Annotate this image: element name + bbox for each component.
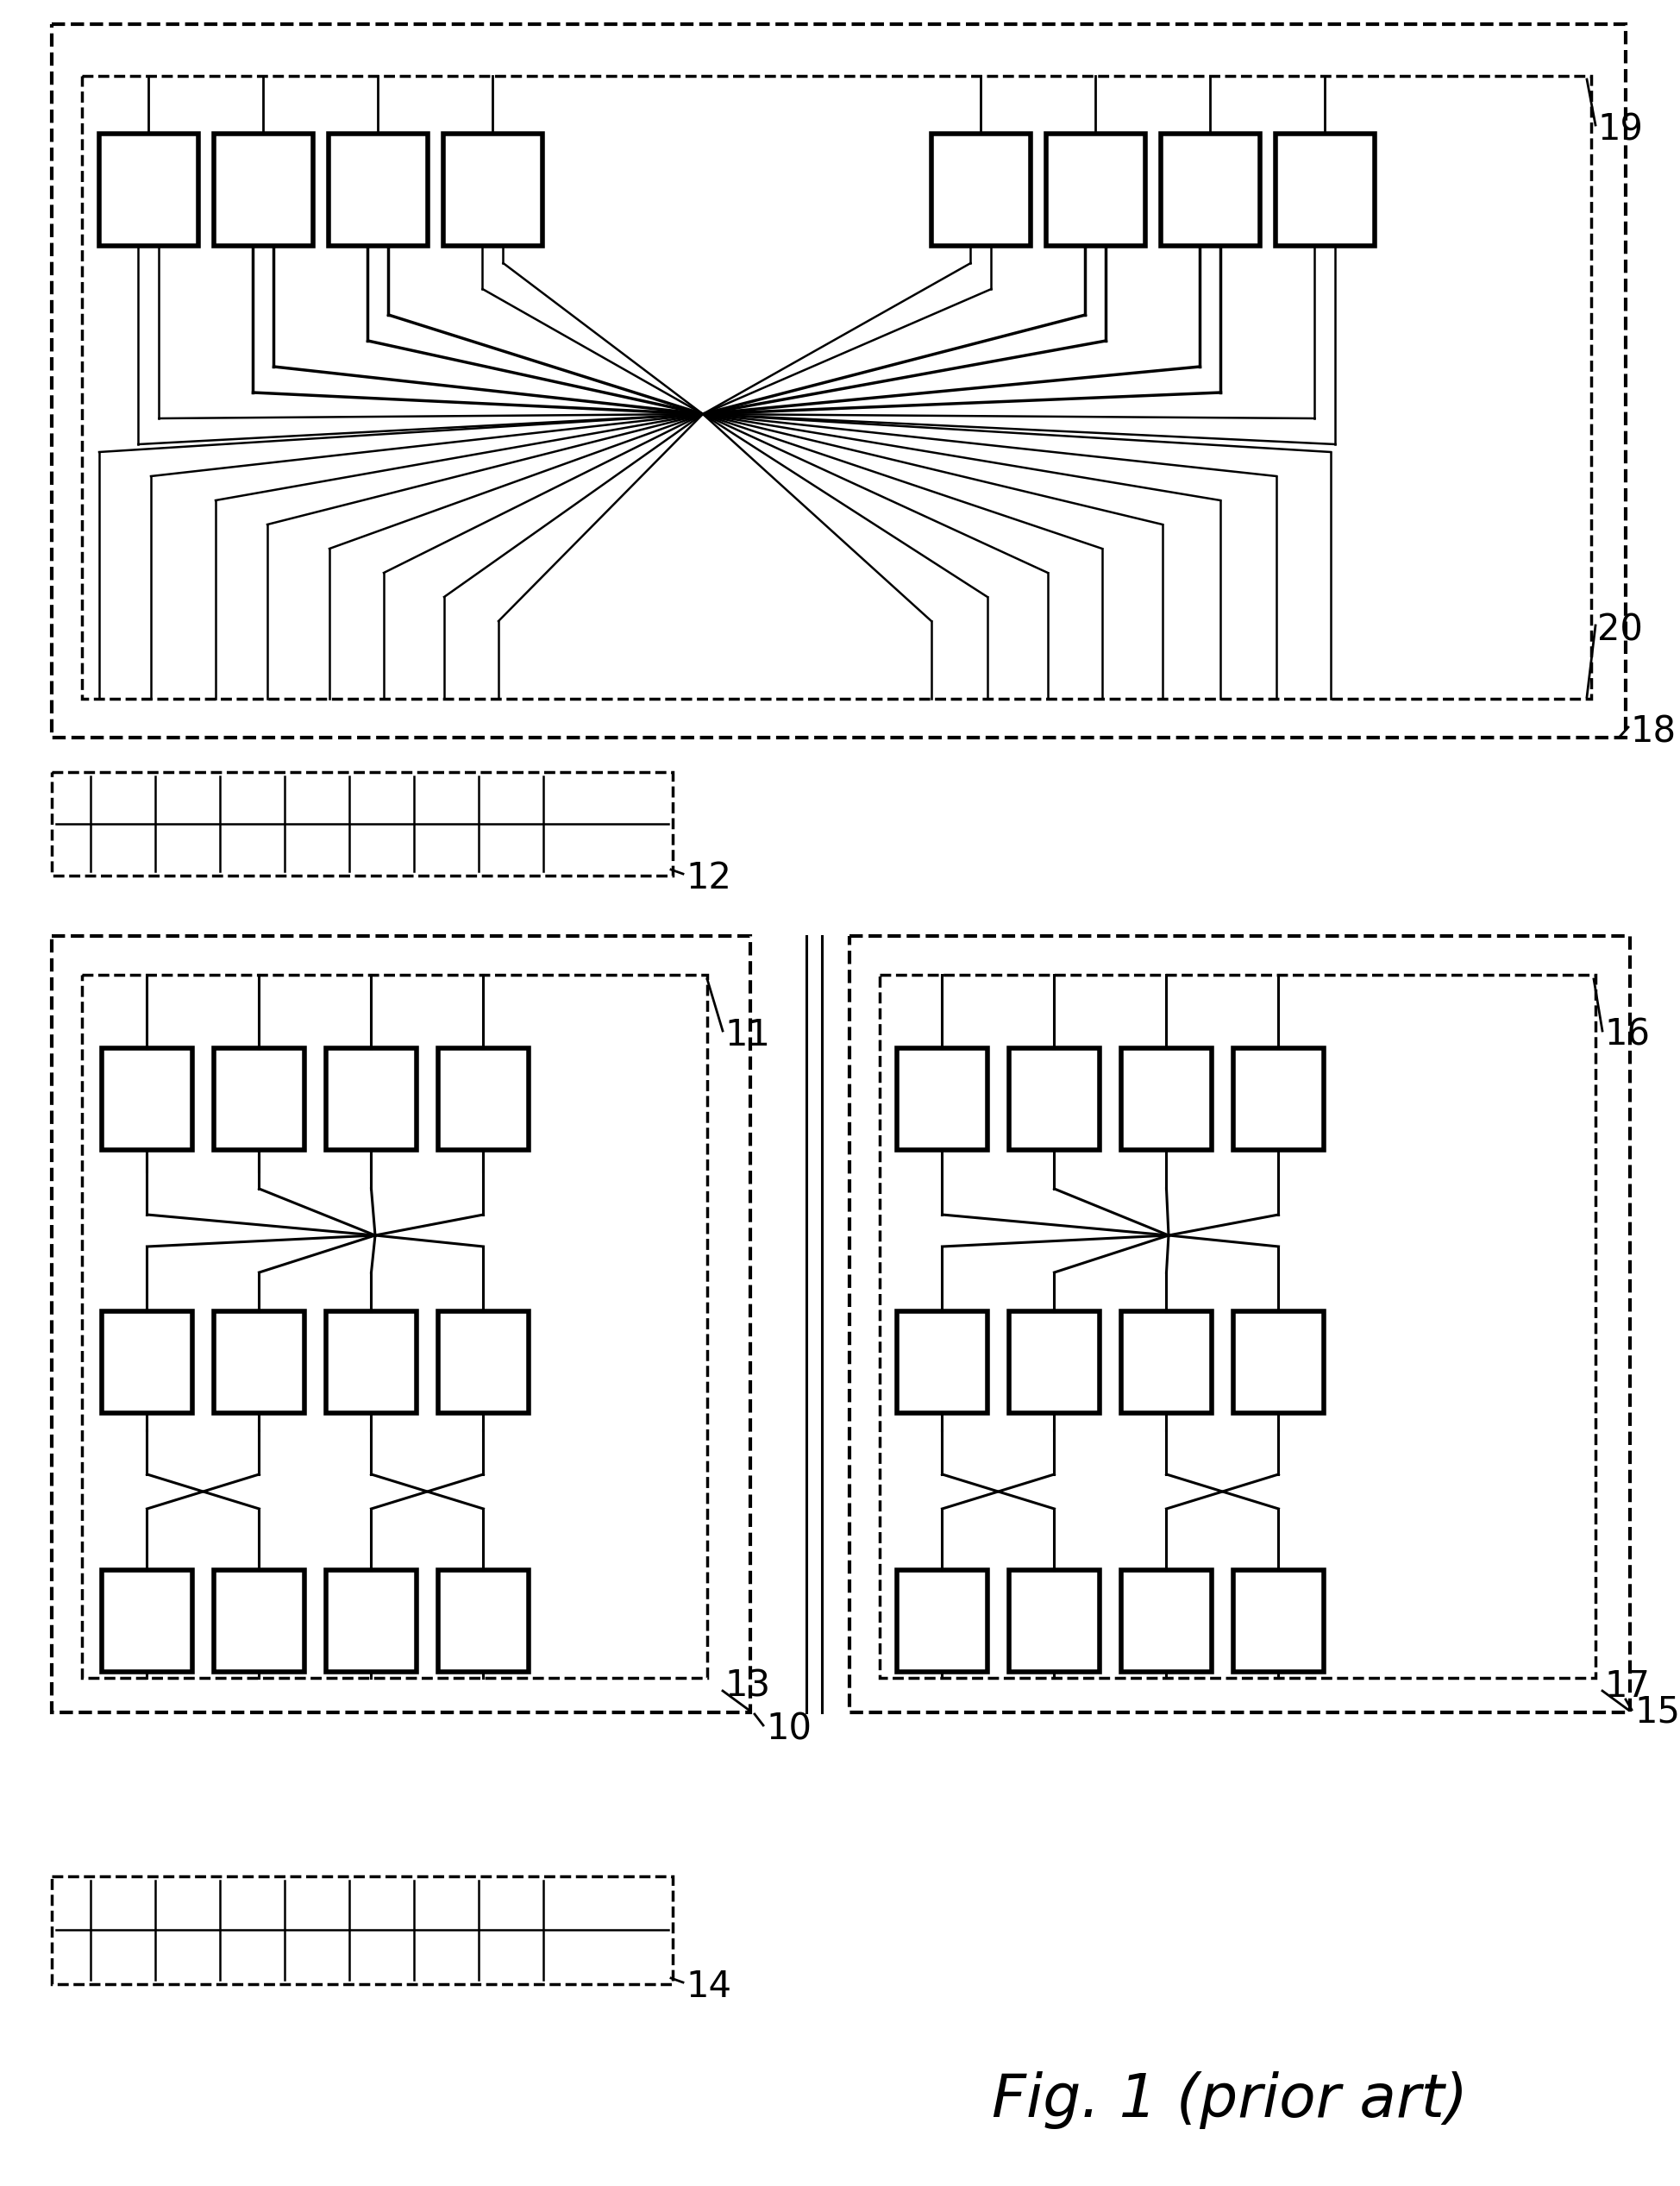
Bar xyxy=(438,1047,529,1150)
Text: 16: 16 xyxy=(1603,1016,1650,1054)
Bar xyxy=(897,1570,986,1672)
Bar xyxy=(1008,1047,1099,1150)
Text: 20: 20 xyxy=(1596,612,1641,647)
Bar xyxy=(1008,1312,1099,1412)
Text: 18: 18 xyxy=(1630,713,1675,750)
Bar xyxy=(1233,1047,1324,1150)
Bar xyxy=(1121,1570,1211,1672)
Text: 19: 19 xyxy=(1596,111,1641,146)
Bar xyxy=(1233,1312,1324,1412)
Text: 15: 15 xyxy=(1633,1694,1678,1731)
Bar xyxy=(897,1047,986,1150)
Text: 12: 12 xyxy=(685,859,731,896)
Bar xyxy=(213,1047,304,1150)
Text: 13: 13 xyxy=(724,1668,769,1705)
Bar xyxy=(438,1570,529,1672)
Text: Fig. 1 (prior art): Fig. 1 (prior art) xyxy=(991,2072,1467,2129)
Bar xyxy=(1121,1047,1211,1150)
Bar xyxy=(1233,1570,1324,1672)
Text: 10: 10 xyxy=(766,1712,811,1749)
Bar xyxy=(213,1312,304,1412)
Bar xyxy=(444,133,543,245)
Bar xyxy=(326,1047,417,1150)
Bar xyxy=(1121,1312,1211,1412)
Bar xyxy=(326,1570,417,1672)
Bar xyxy=(897,1312,986,1412)
Bar xyxy=(213,1570,304,1672)
Bar xyxy=(326,1312,417,1412)
Bar xyxy=(438,1312,529,1412)
Bar xyxy=(931,133,1030,245)
Bar xyxy=(328,133,427,245)
Bar xyxy=(102,1047,192,1150)
Bar xyxy=(1008,1570,1099,1672)
Bar xyxy=(1161,133,1260,245)
Bar xyxy=(102,1312,192,1412)
Bar xyxy=(213,133,312,245)
Bar xyxy=(1045,133,1144,245)
Bar xyxy=(102,1570,192,1672)
Text: 14: 14 xyxy=(685,1970,731,2005)
Text: 11: 11 xyxy=(724,1016,769,1054)
Bar xyxy=(99,133,198,245)
Text: 17: 17 xyxy=(1603,1668,1648,1705)
Bar xyxy=(1275,133,1374,245)
